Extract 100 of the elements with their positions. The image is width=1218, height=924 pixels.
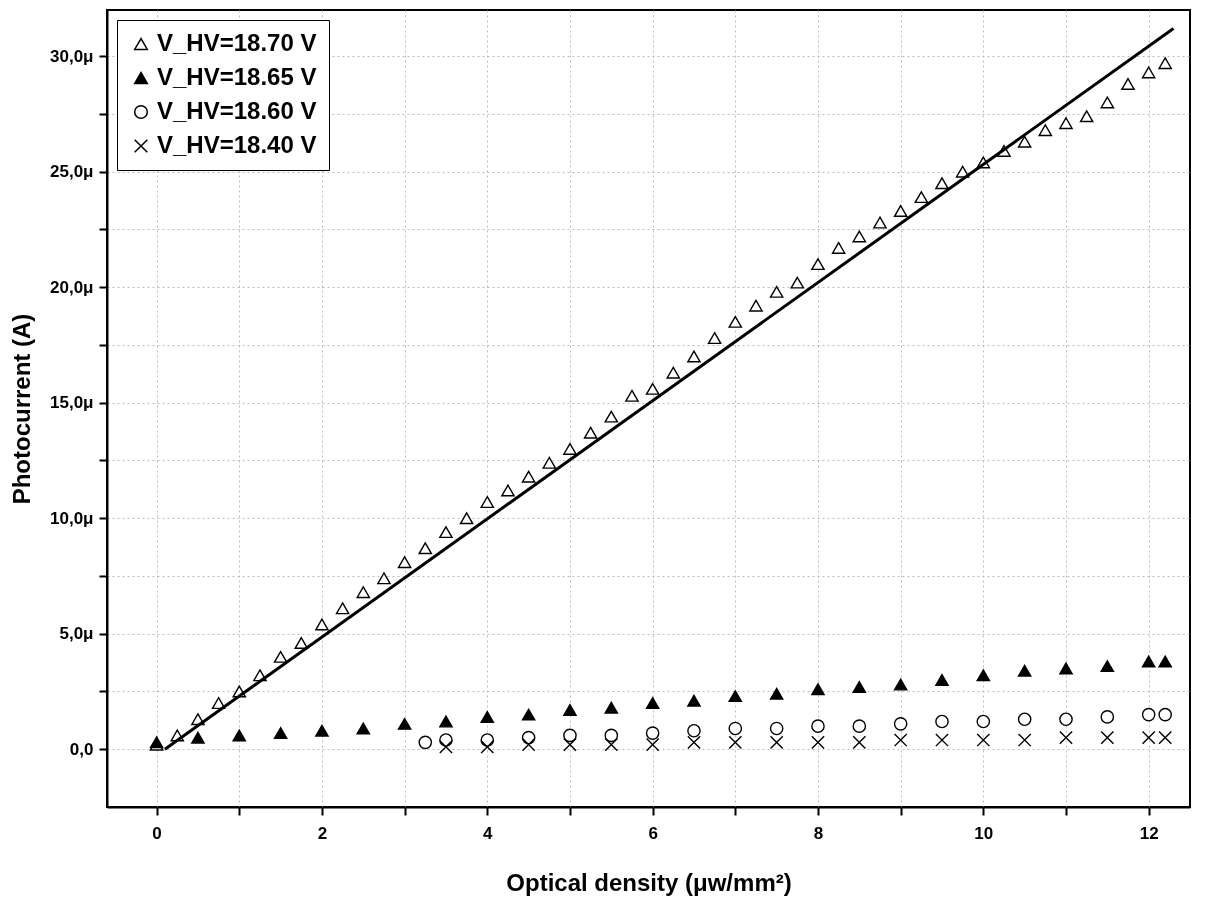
point (563, 703, 577, 716)
point (480, 710, 495, 723)
legend-label: V_HV=18.60 V (157, 97, 317, 124)
point (893, 204, 908, 217)
x-tick-label: 10 (974, 823, 994, 843)
point (1141, 730, 1156, 745)
point (852, 735, 867, 750)
point (604, 701, 619, 714)
legend-label: V_HV=18.70 V (157, 29, 317, 56)
point (335, 602, 350, 615)
point (315, 618, 329, 631)
point (852, 230, 867, 243)
point (232, 729, 247, 742)
point (935, 673, 949, 686)
x-tick-label: 6 (648, 823, 658, 843)
x-tick-label: 12 (1139, 823, 1159, 843)
point (459, 512, 474, 525)
point (1059, 662, 1073, 675)
point (480, 740, 495, 754)
point (480, 496, 495, 509)
point (1100, 730, 1115, 745)
point (356, 586, 371, 599)
point (852, 719, 867, 733)
point (831, 241, 846, 254)
point (397, 717, 412, 730)
point (645, 382, 660, 395)
point (1017, 664, 1032, 677)
point (769, 285, 784, 298)
point (935, 177, 949, 190)
y-tick-label: 5,0μ (59, 624, 94, 644)
point (728, 735, 743, 750)
point (377, 572, 391, 585)
legend-label: V_HV=18.40 V (157, 131, 317, 158)
point (976, 669, 991, 682)
point (604, 410, 619, 423)
x-tick-label: 0 (152, 823, 162, 843)
point (1017, 733, 1032, 747)
point (1100, 96, 1115, 109)
point (191, 731, 205, 744)
x-axis-title: Optical density (μw/mm²) (506, 868, 792, 896)
point (521, 737, 536, 752)
point (1100, 660, 1115, 673)
point (439, 715, 453, 728)
point (811, 683, 825, 696)
point (521, 708, 536, 721)
point (749, 299, 763, 312)
point (583, 426, 598, 439)
point (728, 721, 743, 736)
point (1158, 655, 1173, 668)
point (666, 366, 681, 379)
point (852, 680, 867, 693)
point (1141, 66, 1156, 79)
point (273, 650, 288, 663)
point (687, 350, 701, 363)
y-tick-label: 25,0μ (50, 162, 94, 182)
point (501, 484, 515, 497)
point (893, 717, 908, 731)
point (1100, 710, 1115, 724)
point (418, 542, 433, 555)
point (397, 556, 412, 569)
point (769, 721, 784, 736)
point (811, 735, 825, 750)
point (1158, 57, 1173, 70)
point (1121, 77, 1135, 90)
legend-label: V_HV=18.65 V (157, 63, 317, 90)
point (645, 697, 660, 710)
point (1038, 124, 1053, 137)
point (1059, 117, 1073, 130)
point (914, 191, 929, 204)
point (294, 636, 309, 649)
point (604, 728, 619, 743)
point (1141, 655, 1156, 668)
point (439, 740, 453, 754)
point (521, 470, 536, 483)
point (273, 727, 288, 740)
y-axis-title: Photocurrent (A) (8, 313, 36, 505)
x-tick-label: 4 (483, 823, 494, 843)
point (687, 694, 701, 707)
point (687, 735, 701, 750)
y-tick-label: 15,0μ (50, 393, 94, 413)
point (563, 442, 577, 455)
point (1059, 712, 1073, 727)
y-tick-label: 0,0 (69, 739, 94, 759)
point (645, 737, 660, 752)
point (645, 726, 660, 740)
point (1141, 707, 1156, 722)
point (604, 737, 619, 752)
point (873, 216, 887, 229)
point (1158, 730, 1173, 745)
point (769, 735, 784, 750)
point (811, 258, 825, 271)
point (625, 389, 639, 402)
point (1059, 730, 1073, 745)
point (893, 733, 908, 747)
point (976, 733, 991, 747)
point (728, 690, 743, 703)
point (418, 735, 433, 750)
y-tick-label: 20,0μ (50, 277, 94, 297)
point (563, 728, 577, 743)
point (935, 714, 949, 729)
